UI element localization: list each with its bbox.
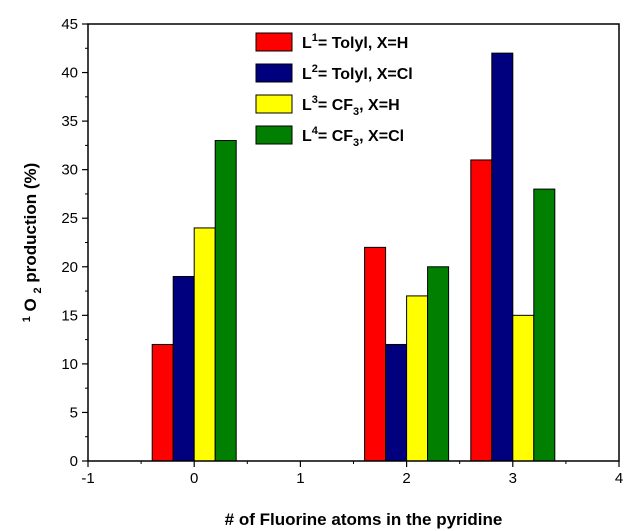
y-tick-label: 20 [61, 259, 78, 276]
legend: L1= Tolyl, X=H L2= Tolyl, X=Cl L3= CF3, X=… [255, 32, 413, 149]
bar-series-2-x-0 [172, 275, 195, 462]
bar-series-2-x-2 [385, 343, 408, 462]
legend-label-3: L3= CF3, X=H [302, 94, 400, 118]
y-tick-label: 15 [61, 307, 78, 324]
bar-series-3-x-2 [406, 295, 429, 462]
y-tick-label: 30 [61, 162, 78, 179]
bar-series-2-x-3 [491, 52, 514, 462]
y-axis-title-rest: production (%) [21, 163, 40, 283]
bar-series-4-x-2 [427, 266, 450, 462]
y-tick-label: 10 [61, 356, 78, 373]
bar-series-1-x-3 [470, 159, 493, 462]
x-tick-label: 2 [402, 470, 410, 487]
bars-group [151, 52, 556, 462]
y-tick-label: 25 [61, 210, 78, 227]
y-tick-label: 45 [61, 16, 78, 33]
legend-label-1: L1= Tolyl, X=H [302, 32, 408, 52]
bar-series-4-x-0 [214, 140, 237, 462]
y-tick-label: 0 [70, 453, 78, 470]
bar-series-3-x-0 [193, 227, 216, 462]
y-tick-label: 40 [61, 65, 78, 82]
legend-label-2: L2= Tolyl, X=Cl [302, 63, 413, 83]
y-tick-label: 5 [70, 404, 78, 421]
bar-series-3-x-3 [512, 314, 535, 462]
y-tick-label: 35 [61, 113, 78, 130]
legend-label-4: L4= CF3, X=Cl [302, 125, 404, 149]
x-tick-label: 3 [509, 470, 517, 487]
y-axis-title-subscript: 2 [32, 287, 44, 293]
bar-series-1-x-2 [364, 246, 387, 462]
legend-swatch-4 [255, 125, 293, 145]
x-tick-label: 1 [296, 470, 304, 487]
legend-swatch-1 [255, 32, 293, 52]
x-tick-label: 4 [615, 470, 623, 487]
y-axis-title: 1 O 2 production (%) [15, 163, 45, 323]
y-axis-title-base: O [21, 298, 40, 311]
y-axis-title-superscript: 1 [21, 316, 33, 322]
x-axis-title: # of Fluorine atoms in the pyridine [225, 510, 503, 529]
x-tick-label: 0 [190, 470, 198, 487]
legend-swatch-2 [255, 63, 293, 83]
bar-series-1-x-0 [151, 343, 174, 462]
bar-series-4-x-3 [533, 188, 556, 462]
x-tick-label: -1 [81, 470, 94, 487]
legend-swatch-3 [255, 94, 293, 114]
